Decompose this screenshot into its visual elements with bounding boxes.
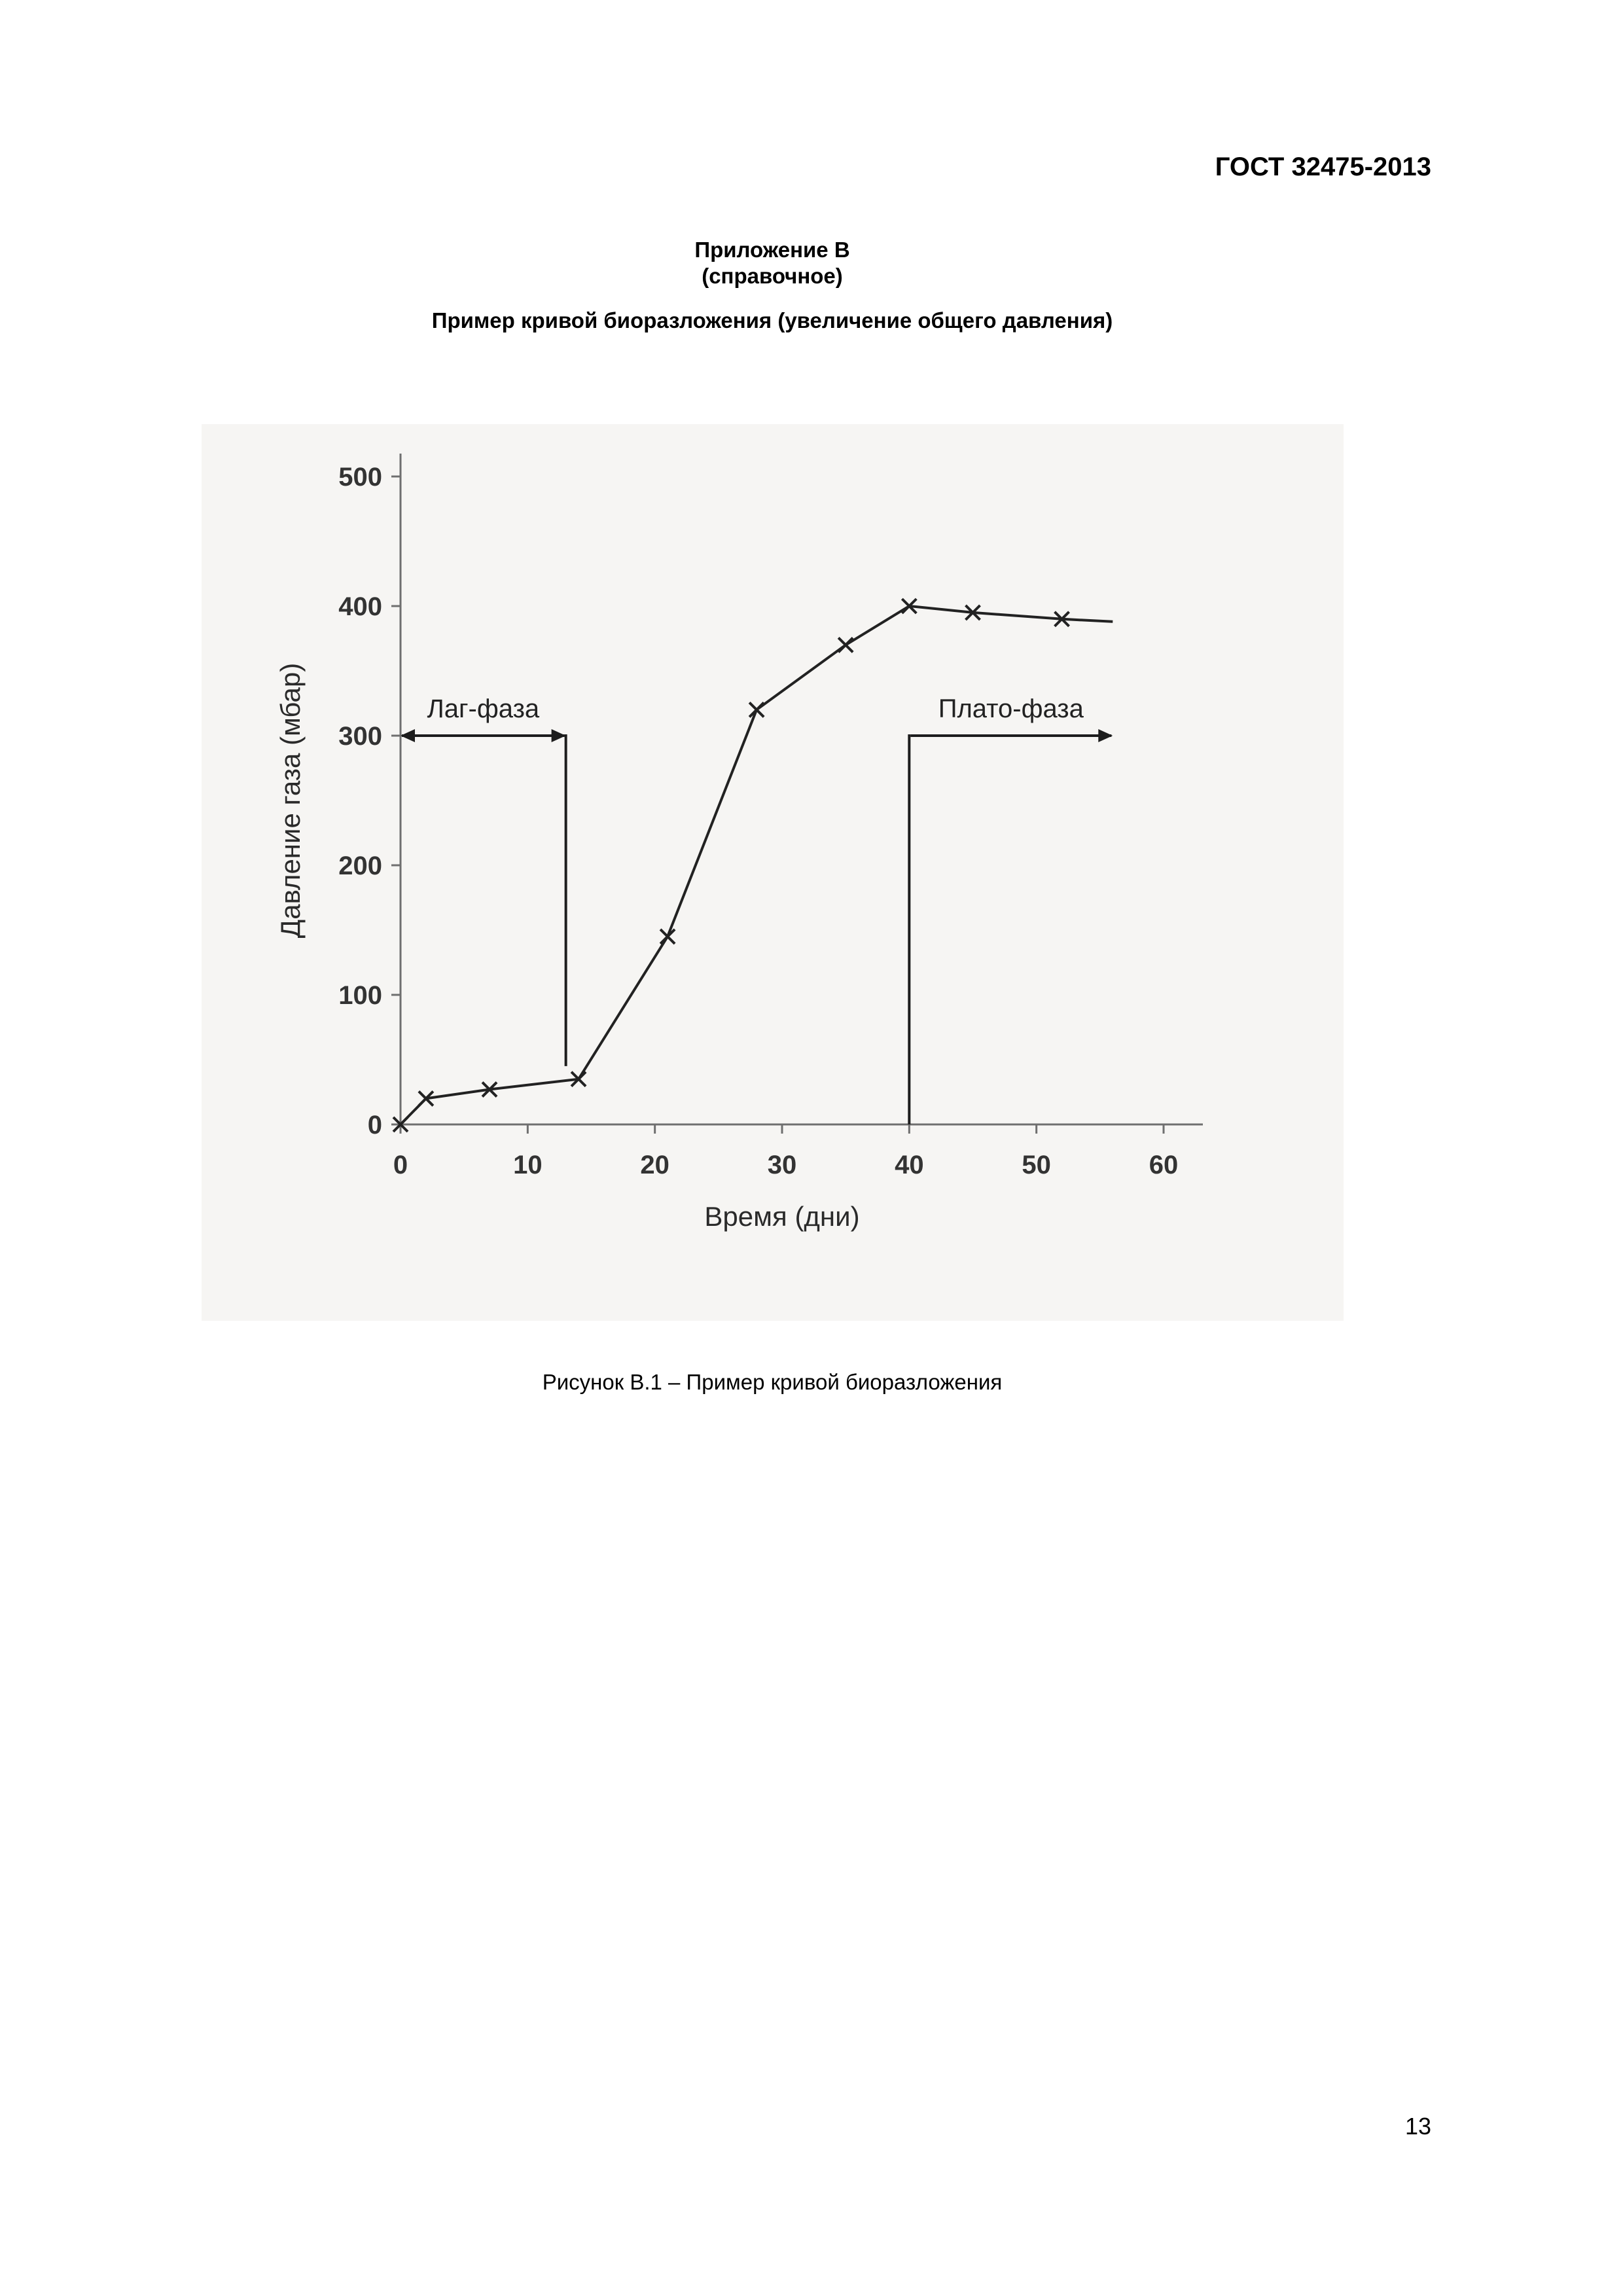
x-tick-label: 60 [1149,1151,1179,1179]
chart-series [392,598,1113,1133]
phase-label: Плато-фаза [938,694,1084,723]
y-tick-label: 0 [368,1111,382,1139]
phase-label: Лаг-фаза [427,694,539,723]
data-point-marker [392,1116,409,1133]
data-point-marker [748,701,765,718]
y-tick-label: 500 [338,463,382,492]
plateau-phase-annotation: Плато-фаза [908,694,1113,1124]
marker-stroke [659,928,676,945]
phase-arrow-head [551,729,566,742]
x-tick-label: 0 [393,1151,408,1179]
marker-stroke [481,1081,498,1098]
appendix-subtitle: (справочное) [702,264,843,288]
marker-stroke [901,598,918,615]
chart-annotations: Лаг-фаза Плато-фаза [401,694,1113,1124]
data-point-marker [837,636,854,653]
x-tick-label: 20 [640,1151,669,1179]
y-tick-label: 400 [338,592,382,621]
chart-background [202,424,1344,1321]
appendix-heading: Пример кривой биоразложения (увеличение … [431,308,1113,332]
marker-stroke [837,636,854,653]
phase-arrow-head [401,729,415,742]
page-number: 13 [1404,2113,1431,2140]
y-axis-label: Давление газа (мбар) [275,663,306,938]
y-tick-label: 300 [338,722,382,751]
document-code: ГОСТ 32475-2013 [1215,152,1431,181]
x-tick-label: 40 [895,1151,924,1179]
marker-stroke [418,1090,435,1107]
figure-caption: Рисунок В.1 – Пример кривой биоразложени… [542,1370,1003,1394]
lag-phase-annotation: Лаг-фаза [401,694,567,1066]
data-point-marker [901,598,918,615]
phase-arrow-head [1098,729,1113,742]
y-tick-label: 100 [338,981,382,1010]
y-tick-label: 200 [338,852,382,880]
data-point-marker [570,1071,587,1088]
x-axis-label: Время (дни) [704,1201,859,1232]
chart-ticks: 0 10 20 30 40 50 60 0 100 200 300 400 500 [338,463,1178,1179]
data-point-marker [965,604,981,621]
biodegradation-chart: 0 10 20 30 40 50 60 0 100 200 300 400 500 Лаг-фаза Пл… [202,424,1344,1321]
data-point-marker [418,1090,435,1107]
chart-axes [399,454,1203,1126]
appendix-title: Приложение В [694,238,850,262]
data-point-marker [481,1081,498,1098]
x-tick-label: 50 [1022,1151,1051,1179]
marker-stroke [965,604,981,621]
x-tick-label: 30 [768,1151,797,1179]
marker-stroke [748,701,765,718]
marker-stroke [392,1116,409,1133]
data-point-marker [1054,611,1070,628]
data-point-marker [659,928,676,945]
marker-stroke [570,1071,587,1088]
marker-stroke [1054,611,1070,628]
x-tick-label: 10 [513,1151,543,1179]
